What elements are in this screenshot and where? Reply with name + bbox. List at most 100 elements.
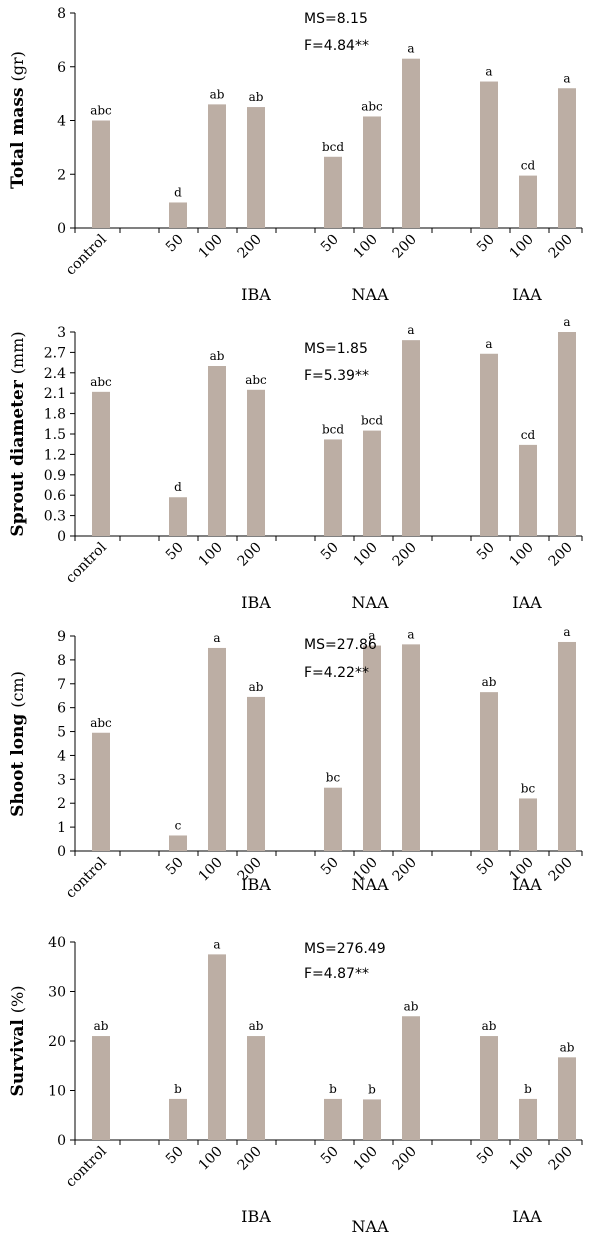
bar-5 (363, 1099, 381, 1140)
y-tick-label: 1 (57, 820, 66, 836)
survival-chart: 0 10 20 30 40 ab b a ab b b ab ab b ab control 50 100 200 5… (0, 926, 592, 1245)
bar-2 (208, 104, 226, 228)
bar-letter: b (329, 1082, 337, 1096)
y-tick-label: 9 (57, 629, 66, 645)
bar-letter: abc (361, 99, 383, 113)
y-tick-label: 30 (48, 985, 66, 1001)
bar-letter: ab (94, 1019, 109, 1033)
bar-9 (558, 641, 576, 851)
group-label: IAA (512, 593, 542, 612)
bar-letter: ab (482, 675, 497, 689)
x-tick-label: 50 (318, 232, 342, 256)
bar-letter: ab (249, 90, 264, 104)
x-tick-label: 200 (390, 540, 420, 570)
x-tick-label: 200 (235, 540, 265, 570)
ms-annotation: MS=27.86 (304, 637, 377, 653)
y-axis-label-unit: (gr) (8, 51, 27, 81)
bar-1 (169, 497, 187, 536)
bar-letter: b (174, 1082, 182, 1096)
bar-letter: bc (521, 781, 536, 795)
y-tick-label: 0 (57, 1133, 66, 1149)
bar-letter: ab (560, 1040, 575, 1054)
y-axis-label: Survival (%) (8, 986, 28, 1097)
y-axis-label: Total mass (gr) (8, 51, 28, 189)
y-tick-label: 0.3 (44, 509, 66, 525)
bar-3 (247, 696, 265, 851)
bar-letter: bcd (322, 140, 344, 154)
bar-letter: a (213, 631, 220, 645)
x-tick-label: control (63, 231, 110, 278)
bar-letter: cd (521, 159, 536, 173)
group-label: IBA (241, 593, 271, 612)
x-tick-label: 50 (474, 1144, 498, 1168)
y-tick-label: 20 (48, 1034, 66, 1050)
bar-9 (558, 88, 576, 228)
bar-letter: ab (482, 1019, 497, 1033)
f-annotation: F=4.22** (304, 665, 369, 681)
group-label: IAA (512, 1207, 542, 1226)
group-label: IAA (512, 285, 542, 304)
x-tick-label: 50 (474, 540, 498, 564)
bar-6 (402, 644, 420, 851)
bar-2 (208, 647, 226, 851)
x-tick-label: 100 (351, 232, 381, 262)
y-axis-label-unit: (cm) (8, 671, 27, 708)
y-axis-label: Shoot long (cm) (8, 671, 28, 817)
group-label: IBA (241, 285, 271, 304)
x-tick-label: 50 (163, 540, 187, 564)
y-tick-label: 1.5 (44, 427, 66, 443)
bar-letter: ab (210, 349, 225, 363)
x-tick-label: 200 (546, 540, 576, 570)
survival-chart-svg: 0 10 20 30 40 ab b a ab b b ab ab b ab control 50 100 200 5… (8, 935, 583, 1236)
bar-letter: a (485, 337, 492, 351)
bar-letter: bcd (361, 414, 383, 428)
bar-letter: bcd (322, 422, 344, 436)
y-tick-label: 3 (57, 772, 66, 788)
bar-1 (169, 1098, 187, 1140)
total-mass-chart: 0 2 4 6 8 abc d ab ab bcd abc a a cd a control 50 100 200 5… (0, 0, 592, 310)
y-axis-label-unit: (mm) (8, 331, 27, 374)
x-tick-label: 100 (196, 540, 226, 570)
bar-1 (169, 202, 187, 228)
group-label: NAA (351, 875, 389, 894)
f-annotation: F=5.39** (304, 368, 369, 384)
y-tick-label: 10 (48, 1084, 66, 1100)
bar-3 (247, 1036, 265, 1140)
y-tick-label: 2.4 (44, 366, 66, 382)
shoot-long-chart: 0 1 2 3 4 5 6 7 8 9 abc c a ab bc a a ab bc a control 50 100 20… (0, 622, 592, 922)
y-tick-label: 2.7 (44, 345, 66, 361)
sprout-diameter-chart: 0 0.3 0.6 0.9 1.2 1.5 1.8 2.1 2.4 2.7 3 abc d ab abc bc… (0, 315, 592, 618)
x-tick-label: 50 (318, 540, 342, 564)
bar-letter: abc (90, 716, 112, 730)
bar-3 (247, 107, 265, 228)
bar-8 (519, 175, 537, 228)
bar-2 (208, 366, 226, 536)
ms-annotation: MS=1.85 (304, 341, 368, 357)
y-tick-label: 40 (48, 935, 66, 951)
y-tick-label: 0.6 (44, 488, 66, 504)
shoot-long-chart-svg: 0 1 2 3 4 5 6 7 8 9 abc c a ab bc a a ab bc a control 50 100 20… (8, 625, 583, 902)
y-tick-label: 2.1 (44, 386, 66, 402)
bar-4 (324, 787, 342, 851)
group-label: NAA (351, 593, 389, 612)
group-label: NAA (351, 285, 389, 304)
group-label: IAA (512, 875, 542, 894)
y-tick-label: 4 (57, 748, 66, 764)
y-tick-label: 7 (57, 677, 66, 693)
group-label: NAA (351, 1217, 389, 1236)
y-axis-label-main: Total mass (8, 82, 28, 189)
y-tick-label: 0 (57, 844, 66, 860)
y-tick-label: 6 (57, 60, 66, 76)
bar-letter: a (485, 65, 492, 79)
y-tick-label: 4 (57, 114, 66, 130)
x-tick-label: 200 (546, 855, 576, 885)
bar-letter: a (368, 629, 375, 643)
bar-letter: a (563, 71, 570, 85)
bar-0 (92, 120, 110, 228)
bar-7 (480, 1036, 498, 1140)
bar-letter: c (175, 818, 182, 832)
x-tick-label: 100 (507, 232, 537, 262)
bar-letter: a (407, 42, 414, 56)
y-axis-label: Sprout diameter (mm) (8, 331, 28, 536)
